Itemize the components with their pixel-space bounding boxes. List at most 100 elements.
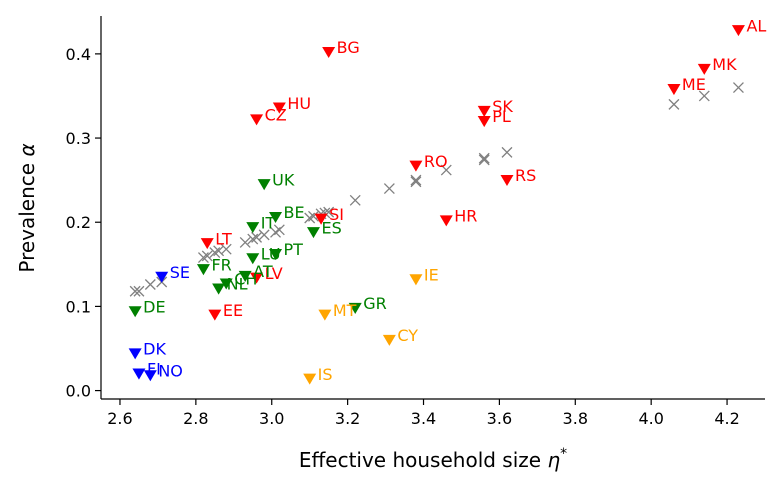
x-tick-label: 3.2 xyxy=(335,409,360,428)
reference-point xyxy=(129,285,141,297)
country-point-lu xyxy=(246,253,260,265)
country-label-es: ES xyxy=(321,218,341,237)
country-point-pt xyxy=(269,249,283,261)
y-ticks: 0.0 0.1 0.2 0.3 0.4 xyxy=(66,45,101,401)
country-point-gr xyxy=(348,302,362,314)
y-tick-label: 0.1 xyxy=(66,297,91,316)
country-label-bg: BG xyxy=(337,38,360,57)
country-point-fi xyxy=(132,368,146,380)
country-label-no: NO xyxy=(158,361,183,380)
reference-point xyxy=(144,279,156,290)
country-label-fr: FR xyxy=(211,255,231,274)
country-point-lt xyxy=(200,238,214,250)
reference-point xyxy=(349,194,361,206)
axes xyxy=(100,16,765,400)
country-label-cz: CZ xyxy=(265,106,287,125)
reference-point xyxy=(201,250,213,262)
country-point-uk xyxy=(257,179,271,191)
country-label-ee: EE xyxy=(223,301,243,320)
x-tick-label: 4.2 xyxy=(714,409,739,428)
country-point-ie xyxy=(409,274,423,286)
country-point-fr xyxy=(196,264,210,276)
country-label-uk: UK xyxy=(272,170,295,189)
reference-point xyxy=(209,247,221,258)
country-point-cz xyxy=(250,114,264,126)
country-label-de: DE xyxy=(143,297,165,316)
country-point-bg xyxy=(322,46,336,59)
country-label-hu: HU xyxy=(287,94,311,113)
country-label-mk: MK xyxy=(712,55,737,74)
country-point-nl xyxy=(212,283,226,295)
country-point-se xyxy=(155,271,169,283)
country-label-me: ME xyxy=(682,75,706,94)
country-point-ro xyxy=(409,160,423,172)
reference-point xyxy=(732,82,744,94)
country-label-si: SI xyxy=(329,205,344,224)
country-label-dk: DK xyxy=(143,340,166,359)
country-label-hr: HR xyxy=(454,207,477,226)
country-label-nl: NL xyxy=(227,275,248,294)
country-point-al xyxy=(731,25,745,37)
country-point-si xyxy=(314,213,328,225)
country-point-lv xyxy=(250,272,264,284)
reference-point xyxy=(383,183,395,195)
country-point-ch xyxy=(219,278,233,290)
reference-point xyxy=(273,224,285,236)
country-point-be xyxy=(269,211,283,224)
x-tick-label: 3.4 xyxy=(411,409,436,428)
x-tick-label: 3.6 xyxy=(487,409,512,428)
reference-point xyxy=(133,285,145,297)
reference-point xyxy=(247,233,259,245)
country-label-rs: RS xyxy=(515,166,536,185)
reference-point xyxy=(410,176,422,188)
reference-point xyxy=(478,154,490,166)
country-point-mk xyxy=(697,63,711,75)
reference-point xyxy=(304,212,316,224)
country-point-hr xyxy=(439,215,453,227)
country-point-is xyxy=(303,373,317,385)
country-label-lt: LT xyxy=(215,229,232,248)
x-tick-label: 3.8 xyxy=(563,409,588,428)
country-point-me xyxy=(667,84,681,96)
country-label-gr: GR xyxy=(363,294,387,313)
y-tick-label: 0.3 xyxy=(66,129,91,148)
country-point-ee xyxy=(208,309,222,321)
country-label-se: SE xyxy=(170,263,190,282)
reference-point xyxy=(440,164,452,176)
y-tick-label: 0.0 xyxy=(66,382,91,401)
reference-point xyxy=(478,152,490,164)
country-point-cy xyxy=(382,334,396,346)
y-tick-label: 0.4 xyxy=(66,45,91,64)
country-point-pl xyxy=(477,116,491,128)
country-label-ch: CH xyxy=(234,270,257,289)
country-label-cy: CY xyxy=(397,326,418,345)
country-label-mt: MT xyxy=(333,301,357,320)
country-point-rs xyxy=(500,174,514,186)
country-label-al: AL xyxy=(746,16,766,35)
x-axis-title: Effective household size η* xyxy=(299,446,567,472)
country-label-be: BE xyxy=(284,203,305,222)
reference-point xyxy=(258,229,270,241)
x-ticks: 2.6 2.8 3.0 3.2 3.4 3.6 3.8 4.0 4.2 xyxy=(107,399,740,428)
y-tick-label: 0.2 xyxy=(66,213,91,232)
country-label-pt: PT xyxy=(284,240,304,259)
country-label-sk: SK xyxy=(492,97,513,116)
x-tick-label: 2.8 xyxy=(183,409,208,428)
y-axis-title: Prevalence α xyxy=(15,143,39,272)
reference-point xyxy=(501,146,513,158)
country-point-at xyxy=(238,270,252,282)
country-point-sk xyxy=(477,105,491,117)
country-label-at: AT xyxy=(253,262,273,281)
reference-point xyxy=(668,98,680,110)
country-label-ie: IE xyxy=(424,265,439,284)
x-tick-label: 4.0 xyxy=(638,409,663,428)
reference-point xyxy=(197,252,209,264)
reference-point xyxy=(410,174,422,186)
country-point-dk xyxy=(128,348,142,360)
reference-point xyxy=(220,243,232,255)
country-label-lv: LV xyxy=(265,264,283,283)
country-point-de xyxy=(128,306,142,318)
reference-point xyxy=(239,236,251,248)
